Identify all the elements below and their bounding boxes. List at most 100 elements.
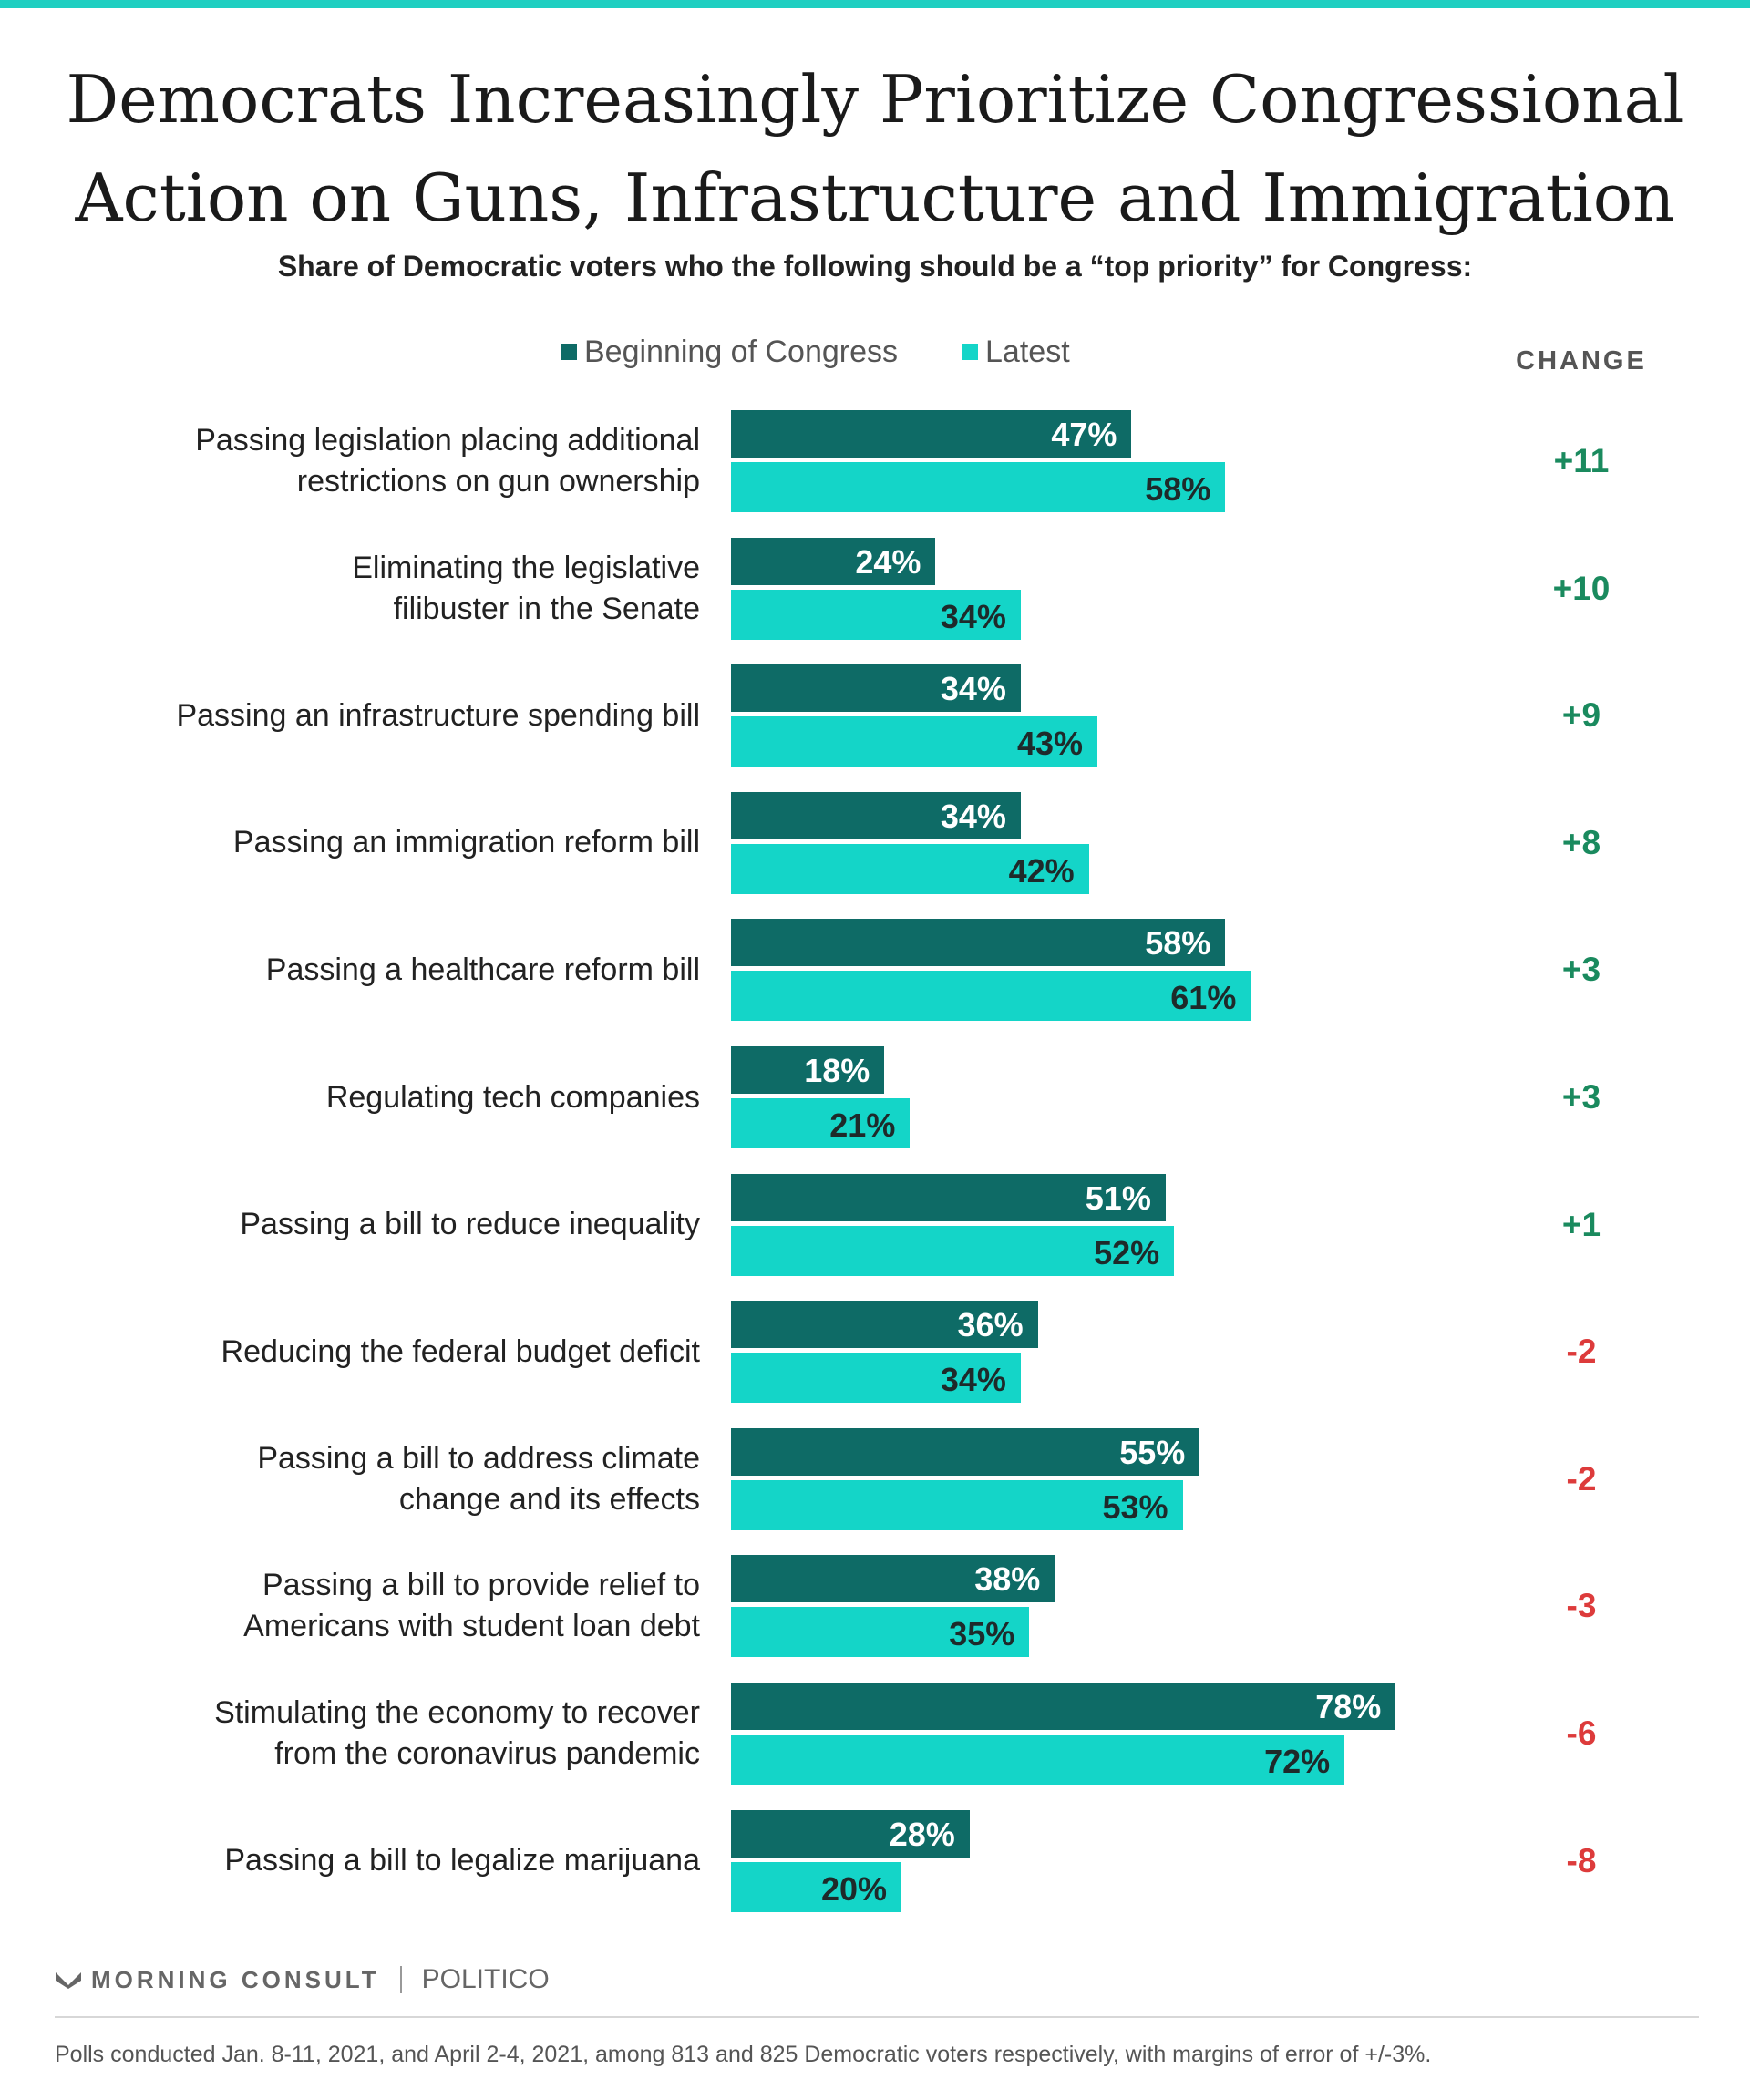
category-label-line: Americans with student loan debt [243, 1609, 700, 1644]
bar-beginning: 78% [731, 1683, 1396, 1730]
change-value: +9 [1561, 696, 1601, 735]
change-value: +1 [1561, 1205, 1601, 1243]
category-row: Passing a bill to legalize marijuana 28% 2… [0, 1809, 1750, 1912]
change-column-header: CHANGE [1516, 346, 1647, 376]
category-row: Passing an infrastructure spending bill 3… [0, 664, 1750, 767]
category-label-line: Regulating tech companies [325, 1079, 700, 1115]
category-label-line: Passing a bill to reduce inequality [240, 1207, 700, 1242]
category-row: Reducing the federal budget deficit 36% 34… [0, 1301, 1750, 1404]
bar-beginning: 24% [731, 537, 936, 585]
category-label-line: filibuster in the Senate [393, 591, 700, 626]
change-value: -6 [1566, 1714, 1597, 1752]
legend-swatch-beginning [561, 344, 577, 360]
category-label: Passing a bill to reduce inequality [62, 1174, 700, 1276]
bar-latest: 61% [731, 971, 1251, 1022]
change-value: -3 [1566, 1587, 1597, 1625]
bar-latest: 58% [731, 462, 1226, 512]
change-value: -2 [1566, 1333, 1597, 1371]
category-label-line: Passing a bill to legalize marijuana [224, 1843, 700, 1879]
logo-separator [399, 1966, 402, 1993]
category-row: Passing an immigration reform bill 34% 42%… [0, 791, 1750, 894]
category-row: Eliminating the legislative filibuster in… [0, 537, 1750, 640]
bar-latest-value-label: 21% [829, 1107, 896, 1144]
category-row: Passing a bill to address climate change … [0, 1427, 1750, 1530]
category-row: Passing legislation placing additional re… [0, 410, 1750, 512]
category-row: Passing a healthcare reform bill 58% 61% +3 [0, 919, 1750, 1022]
change-value: +8 [1561, 823, 1601, 861]
morning-consult-logo-icon [56, 1972, 81, 1989]
bar-latest: 53% [731, 1479, 1183, 1530]
bar-latest: 43% [731, 716, 1098, 767]
category-label-line: Passing an immigration reform bill [232, 825, 700, 860]
bar-beginning-value-label: 55% [1119, 1433, 1186, 1471]
category-label: Regulating tech companies [62, 1046, 700, 1148]
legend-label-beginning: Beginning of Congress [584, 334, 899, 369]
category-label-line: restrictions on gun ownership [296, 464, 700, 499]
legend: Beginning of Congress Latest [561, 334, 1134, 370]
bar-beginning-value-label: 58% [1145, 924, 1211, 962]
category-label-line: Passing a bill to provide relief to [262, 1568, 700, 1603]
bar-latest: 34% [731, 589, 1021, 640]
category-label-line: Passing an infrastructure spending bill [176, 697, 700, 733]
bar-latest: 35% [731, 1607, 1030, 1658]
chart-subtitle: Share of Democratic voters who the follo… [277, 250, 1473, 283]
category-label-line: Stimulating the economy to recover [214, 1695, 700, 1730]
category-label: Passing legislation placing additional re… [62, 410, 700, 512]
bar-latest-value-label: 52% [1094, 1233, 1160, 1271]
bar-latest-value-label: 20% [820, 1869, 887, 1908]
category-label: Stimulating the economy to recover from t… [62, 1683, 700, 1785]
chart-title-line-2: Action on Guns, Infrastructure and Immig… [75, 160, 1675, 236]
footer-divider [55, 2016, 1699, 2018]
legend-label-latest: Latest [985, 334, 1070, 369]
change-value: +3 [1561, 951, 1601, 989]
bar-latest: 34% [731, 1353, 1021, 1404]
category-label-line: from the coronavirus pandemic [274, 1736, 700, 1771]
bar-latest-value-label: 35% [949, 1615, 1015, 1653]
category-label-line: Passing a bill to address climate [257, 1440, 700, 1476]
bar-latest-value-label: 58% [1145, 470, 1211, 508]
category-label-line: change and its effects [398, 1481, 700, 1517]
bar-latest: 72% [731, 1735, 1345, 1785]
category-row: Regulating tech companies 18% 21% +3 [0, 1046, 1750, 1148]
change-value: +10 [1552, 569, 1611, 607]
category-label: Passing a bill to provide relief to Ameri… [62, 1555, 700, 1657]
morning-consult-logo: MORNING CONSULT [91, 1965, 380, 1993]
bar-latest: 52% [731, 1225, 1175, 1276]
bar-latest-value-label: 43% [1016, 725, 1084, 763]
category-label: Passing a bill to legalize marijuana [62, 1810, 700, 1912]
chart-title: Democrats Increasingly Prioritize Congre… [0, 50, 1750, 247]
bar-latest: 21% [731, 1098, 911, 1148]
bar-beginning-value-label: 51% [1085, 1179, 1151, 1217]
footnote: Polls conducted Jan. 8-11, 2021, and Apr… [55, 2042, 1432, 2067]
politico-logo: POLITICO [421, 1964, 550, 1994]
bar-beginning-value-label: 28% [889, 1815, 955, 1853]
category-label: Passing an infrastructure spending bill [62, 664, 700, 767]
bar-beginning-value-label: 24% [855, 542, 921, 581]
bar-beginning-value-label: 78% [1315, 1688, 1382, 1725]
bar-latest-value-label: 42% [1008, 851, 1075, 890]
footer-logos: MORNING CONSULT POLITICO [55, 1960, 550, 2000]
bar-latest: 20% [731, 1861, 901, 1912]
bar-beginning: 51% [731, 1173, 1166, 1221]
legend-item-beginning: Beginning of Congress [561, 335, 898, 370]
legend-swatch-latest [962, 344, 979, 360]
change-value: -8 [1566, 1841, 1597, 1879]
chart-title-line-1: Democrats Increasingly Prioritize Congre… [66, 61, 1684, 138]
legend-item-latest: Latest [962, 335, 1070, 370]
change-value: +3 [1561, 1078, 1601, 1116]
category-label-line: Reducing the federal budget deficit [221, 1333, 700, 1369]
category-label-line: Passing a healthcare reform bill [265, 952, 700, 987]
top-accent-rule [0, 0, 1750, 8]
bar-beginning-value-label: 36% [957, 1306, 1024, 1344]
category-label: Reducing the federal budget deficit [62, 1301, 700, 1403]
bar-beginning: 55% [731, 1427, 1200, 1476]
bar-beginning: 34% [731, 791, 1021, 839]
bar-beginning: 38% [731, 1555, 1055, 1603]
bar-beginning: 28% [731, 1809, 970, 1858]
category-label: Passing a healthcare reform bill [62, 919, 700, 1021]
category-label-line: Eliminating the legislative [352, 550, 700, 585]
change-value: +11 [1553, 442, 1610, 479]
bar-latest-value-label: 34% [940, 597, 1006, 635]
bar-beginning-value-label: 38% [974, 1560, 1041, 1599]
bar-beginning-value-label: 34% [940, 797, 1006, 835]
